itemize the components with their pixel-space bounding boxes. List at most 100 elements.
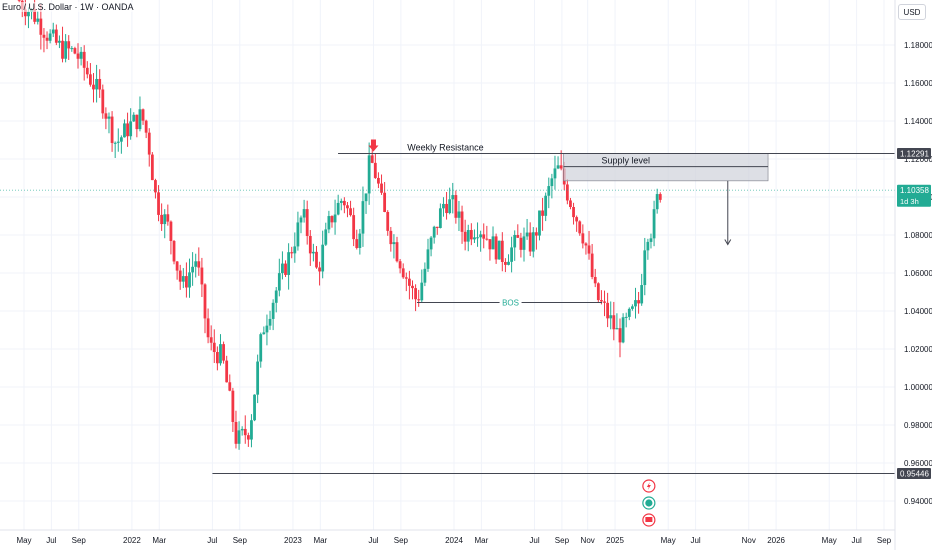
time-axis-label: Sep xyxy=(233,536,248,545)
candle-body xyxy=(231,390,235,422)
candle-body xyxy=(203,284,207,319)
price-axis-label: 1.16000 xyxy=(904,79,932,88)
candle-body xyxy=(534,232,538,236)
time-axis-label: May xyxy=(16,536,31,545)
candle-body xyxy=(624,316,628,318)
candle-body xyxy=(157,192,160,215)
candle-body xyxy=(237,430,241,444)
candle-body xyxy=(185,276,188,288)
candle-body xyxy=(163,214,167,225)
candle-body xyxy=(268,318,272,326)
candle-body xyxy=(593,276,597,284)
candle-body xyxy=(262,332,266,335)
currency-button[interactable]: USD xyxy=(898,4,926,20)
candle-body xyxy=(621,317,625,343)
time-axis-label: Jul xyxy=(368,536,378,545)
candle-body xyxy=(318,267,321,272)
candle-body xyxy=(256,361,260,395)
candle-body xyxy=(448,199,452,214)
candle-body xyxy=(500,240,504,262)
candle-body xyxy=(491,236,495,250)
arrow-down-icon[interactable] xyxy=(368,139,379,152)
candle-body xyxy=(327,216,331,230)
candle-body xyxy=(544,195,548,216)
current-price-tag-countdown: 1d 3h xyxy=(900,197,919,206)
candle-body xyxy=(445,203,448,214)
supply-zone[interactable] xyxy=(563,153,769,182)
resistance-price-tag[interactable] xyxy=(897,147,931,159)
time-axis-label: Nov xyxy=(581,536,595,545)
candle-body xyxy=(82,51,86,68)
candle-body xyxy=(572,206,575,218)
time-axis-label: 2026 xyxy=(767,536,785,545)
time-axis-label: Sep xyxy=(877,536,892,545)
candle-body xyxy=(510,247,514,262)
candle-body xyxy=(569,200,572,207)
candle-body xyxy=(243,428,247,436)
candle-body xyxy=(154,180,157,193)
candle-body xyxy=(559,165,563,169)
candle-body xyxy=(581,233,585,244)
candle-body xyxy=(649,238,653,242)
candle-body xyxy=(296,222,300,247)
candle-body xyxy=(438,208,442,228)
candle-body xyxy=(135,114,139,130)
candle-body xyxy=(119,137,123,142)
current-price-tag[interactable] xyxy=(897,184,931,207)
candle-body xyxy=(615,328,619,330)
candle-body xyxy=(191,266,195,273)
candle-body xyxy=(169,221,173,242)
candle-body xyxy=(349,208,352,216)
candle-body xyxy=(367,155,371,194)
candle-body xyxy=(23,9,27,17)
candle-body xyxy=(389,230,393,245)
time-axis-label: Sep xyxy=(394,536,409,545)
candle-body xyxy=(73,48,77,54)
candle-body xyxy=(408,278,411,286)
candle-body xyxy=(516,234,520,238)
resistance-price-tag-text: 1.12291 xyxy=(900,149,929,158)
candle-body xyxy=(513,234,517,248)
candle-body xyxy=(277,273,281,291)
candle-body xyxy=(479,234,483,238)
candle-body xyxy=(420,282,424,301)
candle-body xyxy=(451,195,455,200)
time-axis-label: Jul xyxy=(852,536,862,545)
symbol-title[interactable]: Euro / U.S. Dollar · 1W · OANDA xyxy=(2,2,134,12)
candle-body xyxy=(386,211,390,231)
time-axis-label: Jul xyxy=(529,536,539,545)
candle-body xyxy=(442,203,445,209)
candle-body xyxy=(358,233,362,248)
candle-body xyxy=(507,261,510,265)
time-axis-label: 2022 xyxy=(123,536,141,545)
candle-body xyxy=(612,315,616,330)
time-axis-label: Mar xyxy=(474,536,488,545)
candle-body xyxy=(528,232,532,252)
projection-arrow-head xyxy=(724,239,732,246)
candle-body xyxy=(234,421,238,444)
candle-body xyxy=(655,194,659,210)
candle-body xyxy=(45,37,49,41)
price-axis-label: 0.96000 xyxy=(904,459,932,468)
candle-body xyxy=(315,251,318,268)
candle-body xyxy=(64,41,68,59)
candle-body xyxy=(531,232,535,252)
candle-body xyxy=(17,0,21,1)
supply-level-label: Supply level xyxy=(602,155,651,165)
time-axis-label: Jul xyxy=(207,536,217,545)
candle-body xyxy=(370,155,374,163)
candle-body xyxy=(519,237,523,250)
support-price-tag[interactable] xyxy=(897,468,931,480)
candle-body xyxy=(36,18,40,22)
time-axis-label: Jul xyxy=(46,536,56,545)
candle-body xyxy=(246,435,250,440)
price-axis-label: 1.06000 xyxy=(904,269,932,278)
candle-body xyxy=(646,241,650,251)
price-axis-label: 1.00000 xyxy=(904,383,932,392)
candle-body xyxy=(373,162,377,178)
candle-body xyxy=(476,237,479,239)
candle-body xyxy=(271,302,275,319)
candle-body xyxy=(346,205,349,209)
